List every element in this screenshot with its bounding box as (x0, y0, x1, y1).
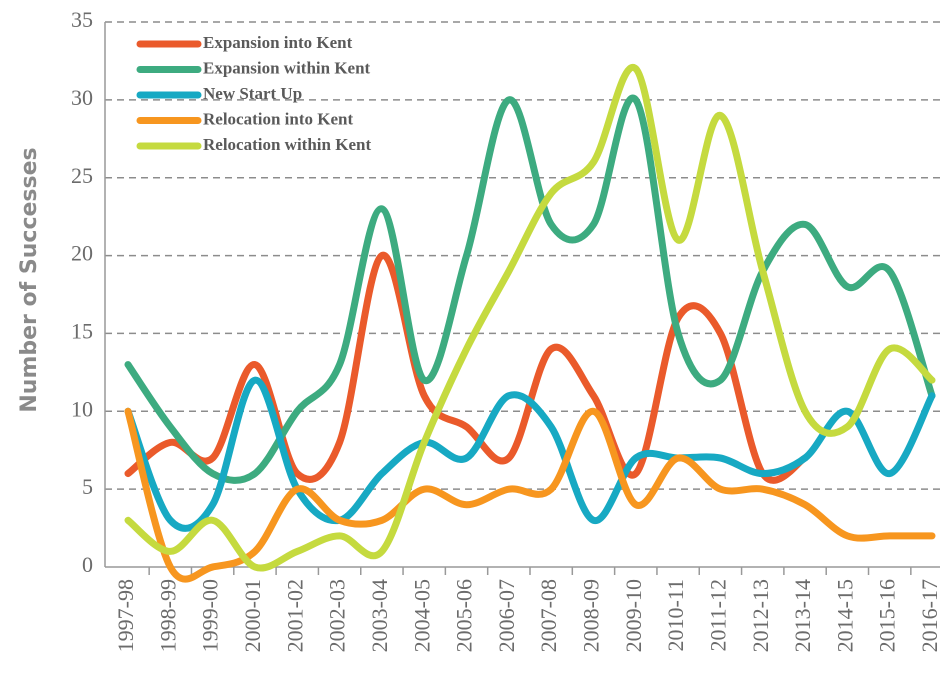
y-tick-label: 30 (71, 85, 93, 110)
legend-label: Relocation into Kent (203, 109, 353, 128)
legend-label: Expansion within Kent (203, 58, 371, 77)
x-tick-label: 2013-14 (790, 579, 815, 652)
y-tick-label: 20 (71, 241, 93, 266)
series-line (124, 94, 936, 484)
legend-label: New Start Up (203, 84, 302, 103)
y-tick-label: 10 (71, 396, 93, 421)
y-tick-label: 25 (71, 163, 93, 188)
y-tick-label: 35 (71, 7, 93, 32)
legend-label: Expansion into Kent (203, 33, 353, 52)
series-line (124, 376, 936, 532)
x-tick-label: 2005-06 (452, 579, 477, 652)
x-tick-label: 2007-08 (536, 579, 561, 652)
x-tick-label: 2015-16 (875, 579, 900, 652)
x-tick-label: 2001-02 (282, 579, 307, 652)
x-tick-label: 2009-10 (621, 579, 646, 652)
x-tick-label: 2011-12 (705, 579, 730, 652)
y-tick-label: 5 (82, 474, 93, 499)
y-axis-label: Number of Successes (17, 147, 42, 412)
series-line (124, 407, 936, 583)
x-tick-label: 1997-98 (113, 579, 138, 652)
series-line (124, 252, 809, 484)
x-tick-label: 2012-13 (748, 579, 773, 652)
series-line (124, 63, 936, 572)
x-tick-label: 1998-99 (155, 579, 180, 652)
x-tick-label: 2014-15 (832, 579, 857, 652)
y-tick-label: 0 (82, 552, 93, 577)
x-tick-label: 2006-07 (494, 579, 519, 652)
x-tick-label: 2002-03 (325, 579, 350, 652)
x-tick-label: 2003-04 (367, 579, 392, 652)
y-tick-label: 15 (71, 318, 93, 343)
x-tick-label: 1999-00 (198, 579, 223, 652)
x-tick-label: 2004-05 (409, 579, 434, 652)
x-tick-label: 2000-01 (240, 579, 265, 652)
legend-label: Relocation within Kent (203, 135, 371, 154)
x-tick-label: 2010-11 (663, 579, 688, 652)
x-tick-label: 2016-17 (917, 579, 942, 652)
x-tick-label: 2008-09 (579, 579, 604, 652)
